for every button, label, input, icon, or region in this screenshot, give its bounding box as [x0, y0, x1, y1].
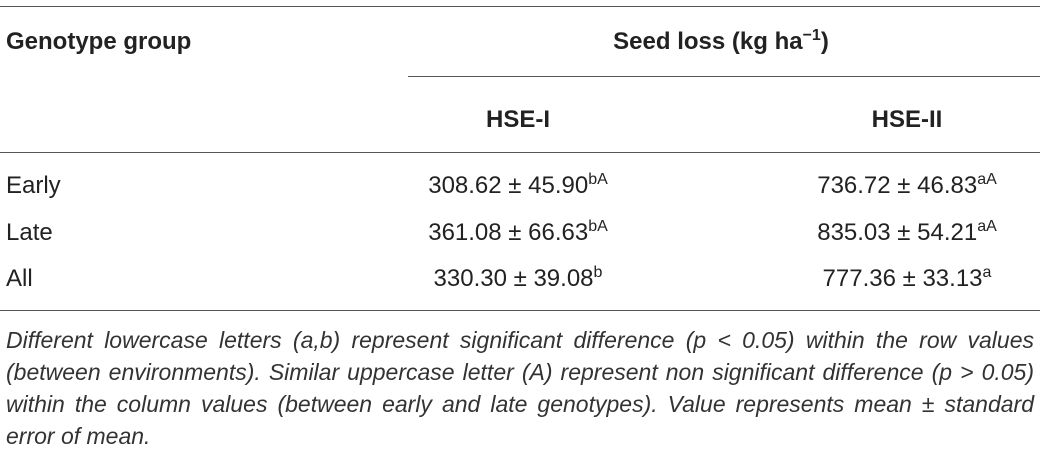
cell-sup: bA [588, 171, 608, 188]
cell-sup: b [593, 264, 603, 281]
cell-sup: aA [977, 218, 997, 235]
cell: 835.03 ± 54.21aA [740, 219, 1040, 247]
top-rule [0, 6, 1040, 7]
cell-value: 330.30 ± 39.08 [433, 265, 594, 292]
cell: 777.36 ± 33.13a [740, 265, 1040, 293]
cell: 361.08 ± 66.63bA [318, 219, 718, 247]
column-header: HSE-II [871, 106, 943, 133]
cell-value: 736.72 ± 46.83 [817, 172, 978, 199]
cell-value: 361.08 ± 66.63 [428, 219, 589, 246]
cell-value: 308.62 ± 45.90 [428, 172, 589, 199]
span-close: ) [820, 28, 829, 55]
cell-sup: bA [588, 218, 608, 235]
span-rule [408, 76, 1040, 77]
footnote: Different lowercase letters (a,b) repres… [6, 327, 1034, 449]
cell-sup: a [982, 264, 992, 281]
group-header: Genotype group [6, 28, 192, 55]
bottom-rule [0, 310, 1040, 311]
row-label: All [6, 265, 33, 292]
row-label: Early [6, 172, 61, 199]
cell-value: 835.03 ± 54.21 [817, 219, 978, 246]
column-header: HSE-I [485, 106, 550, 133]
row-label: Late [6, 219, 53, 246]
span-header: Seed loss (kg ha−1) [408, 28, 1034, 56]
cell: 308.62 ± 45.90bA [318, 172, 718, 200]
span-sup: −1 [802, 27, 821, 44]
header-rule [0, 152, 1040, 153]
cell: 736.72 ± 46.83aA [740, 172, 1040, 200]
span-text: Seed loss (kg ha [613, 28, 803, 55]
cell-sup: aA [977, 171, 997, 188]
cell: 330.30 ± 39.08b [318, 265, 718, 293]
cell-value: 777.36 ± 33.13 [822, 265, 983, 292]
